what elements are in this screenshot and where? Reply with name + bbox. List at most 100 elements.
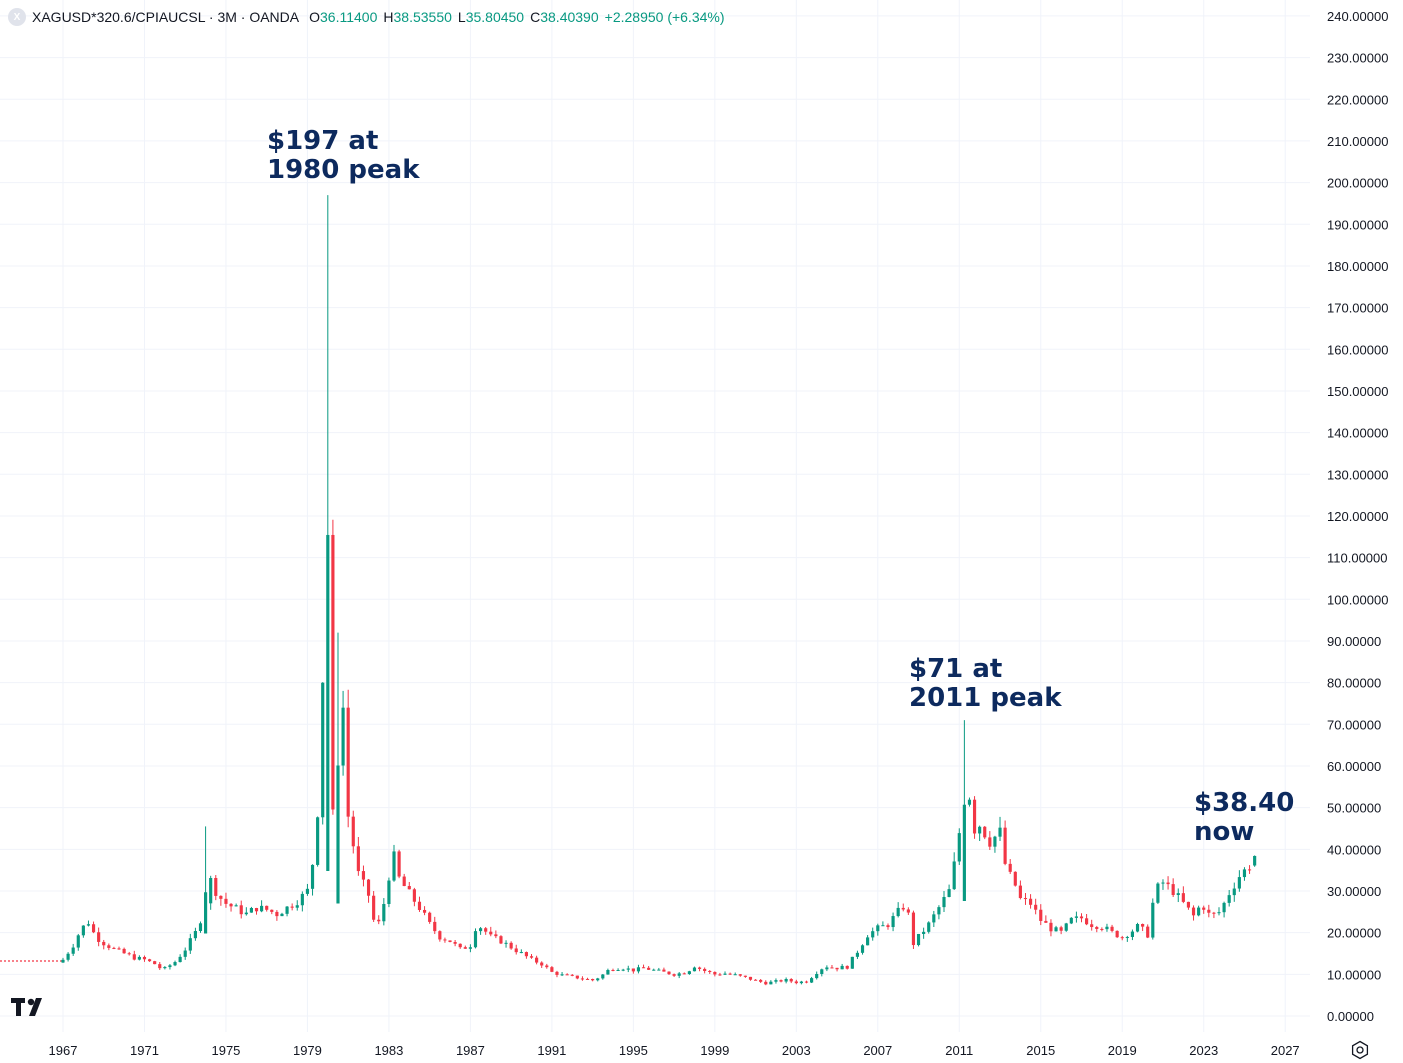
candle-body [1222,902,1226,913]
candle-body [142,956,147,960]
x-tick-label: 2023 [1189,1043,1218,1058]
symbol-header: X XAGUSD*320.6/CPIAUCSL · 3M · OANDA O 3… [8,6,725,28]
candle-body [687,971,691,975]
candle-body [519,952,523,954]
candle-body [504,942,508,944]
settings-gear-icon[interactable] [1350,1040,1370,1060]
candle-body [1242,869,1247,878]
candle-body [1090,924,1094,928]
candle-body [860,945,865,953]
candle-body [438,931,442,940]
candle-body [336,765,340,904]
candle-body [310,864,315,889]
candle-body [285,906,289,914]
annotation-now: $38.40 now [1194,789,1294,847]
candle-body [499,936,503,944]
candle-body [769,981,773,985]
candle-body [575,975,579,979]
x-tick-label: 2015 [1026,1043,1055,1058]
candle-body [626,968,630,970]
candle-body [713,971,717,975]
candle-body [906,909,910,913]
candle-body [1186,901,1191,908]
y-tick-label: 210.00000 [1327,134,1388,149]
candle-body [1202,907,1206,910]
candle-body [728,973,732,975]
candle-body [402,876,406,887]
candle-body [1049,922,1053,932]
candle-body [468,947,472,949]
candle-body [1227,895,1231,903]
candle-body [840,965,844,970]
candle-body [657,969,661,971]
candle-body [789,978,793,982]
high-label: H [383,9,394,25]
candle-body [866,937,870,946]
annotation-2011-line-2: 2011 peak [909,683,1062,713]
candle-body [636,967,641,972]
candle-body [978,826,982,834]
x-tick-label: 2003 [782,1043,811,1058]
candle-body [1039,909,1043,921]
candle-body [748,976,753,980]
candle-body [509,942,513,949]
y-tick-label: 40.00000 [1327,842,1381,857]
annotation-2011-line-1: $71 at [909,654,1003,684]
candle-body [137,956,141,960]
candle-body [662,969,666,972]
candle-body [667,971,671,975]
candle-body [1197,907,1201,916]
candle-body [988,837,992,847]
candle-body [565,974,569,976]
candle-body [937,907,941,915]
candle-body [692,967,697,972]
candle-body [316,817,320,865]
annotation-1980-line-1: $197 at [267,126,379,156]
candle-body [1135,923,1140,932]
x-tick-label: 1967 [49,1043,78,1058]
x-tick-label: 2007 [863,1043,892,1058]
candle-body [341,707,345,766]
x-tick-label: 1999 [700,1043,729,1058]
candle-body [611,969,615,971]
candle-body [1125,936,1129,938]
y-tick-label: 20.00000 [1327,926,1381,941]
y-tick-label: 200.00000 [1327,176,1388,191]
y-tick-label: 110.00000 [1327,551,1388,566]
candle-body [214,878,218,896]
candle-body [132,954,136,960]
candle-body [652,969,656,971]
x-tick-label: 1979 [293,1043,322,1058]
candle-body [254,908,259,912]
candle-body [550,967,554,972]
candle-body [1141,923,1145,927]
candle-body [830,967,834,969]
tradingview-logo-icon[interactable] [11,996,49,1018]
candle-body [886,925,890,928]
y-tick-label: 60.00000 [1327,759,1381,774]
x-tick-label: 2027 [1271,1043,1300,1058]
candle-body [1115,930,1119,938]
candle-body [193,931,197,939]
candle-body [422,909,427,913]
candle-body [173,962,177,966]
candle-body [331,534,335,810]
candle-body [366,879,371,896]
symbol-logo-icon[interactable]: X [8,8,26,26]
candle-body [1181,893,1185,902]
y-tick-label: 220.00000 [1327,92,1388,107]
candle-body [784,978,788,982]
y-tick-label: 30.00000 [1327,884,1381,899]
candle-body [697,967,702,969]
candle-body [1146,926,1150,938]
candle-body [1217,912,1221,914]
candle-body [932,914,936,923]
candle-body [993,836,997,847]
candle-body [616,969,620,971]
symbol-title[interactable]: XAGUSD*320.6/CPIAUCSL · 3M · OANDA [32,9,300,25]
candle-body [280,913,284,917]
candle-body [209,878,213,904]
candle-body [86,924,91,926]
